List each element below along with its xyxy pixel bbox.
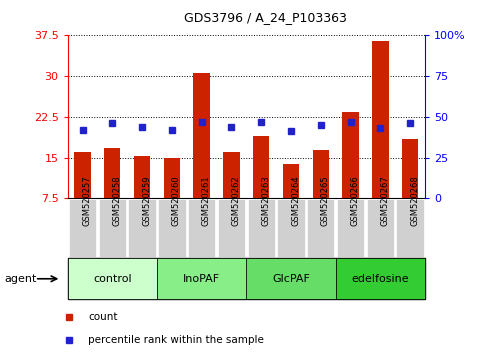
Text: GSM520264: GSM520264 bbox=[291, 175, 300, 226]
Bar bbox=[134, 156, 150, 198]
Text: count: count bbox=[88, 312, 117, 322]
Text: GDS3796 / A_24_P103363: GDS3796 / A_24_P103363 bbox=[184, 11, 346, 24]
Text: GSM520258: GSM520258 bbox=[113, 175, 121, 226]
Bar bbox=[402, 138, 418, 198]
Bar bbox=[218, 199, 245, 257]
Text: percentile rank within the sample: percentile rank within the sample bbox=[88, 335, 264, 345]
Bar bbox=[68, 258, 157, 299]
Bar bbox=[342, 113, 359, 198]
Text: InoPAF: InoPAF bbox=[183, 274, 220, 284]
Text: GlcPAF: GlcPAF bbox=[272, 274, 310, 284]
Bar bbox=[246, 258, 336, 299]
Bar bbox=[164, 158, 180, 198]
Text: GSM520262: GSM520262 bbox=[231, 175, 241, 226]
Text: GSM520267: GSM520267 bbox=[381, 175, 389, 226]
Bar bbox=[223, 152, 240, 198]
Bar bbox=[253, 136, 270, 198]
Bar bbox=[247, 199, 275, 257]
Bar bbox=[99, 199, 126, 257]
Bar bbox=[188, 199, 215, 257]
Text: control: control bbox=[93, 274, 131, 284]
Bar bbox=[307, 199, 335, 257]
Bar bbox=[128, 199, 156, 257]
Text: GSM520263: GSM520263 bbox=[261, 175, 270, 226]
Bar bbox=[104, 148, 120, 198]
Bar bbox=[367, 199, 394, 257]
Bar bbox=[69, 199, 96, 257]
Text: GSM520266: GSM520266 bbox=[351, 175, 359, 226]
Text: GSM520257: GSM520257 bbox=[83, 175, 91, 226]
Bar bbox=[337, 199, 364, 257]
Bar bbox=[313, 150, 329, 198]
Text: edelfosine: edelfosine bbox=[352, 274, 409, 284]
Text: GSM520259: GSM520259 bbox=[142, 175, 151, 226]
Text: GSM520268: GSM520268 bbox=[410, 175, 419, 226]
Bar bbox=[277, 199, 305, 257]
Bar bbox=[157, 258, 246, 299]
Bar bbox=[158, 199, 185, 257]
Bar bbox=[283, 164, 299, 198]
Bar bbox=[336, 258, 425, 299]
Text: agent: agent bbox=[5, 274, 37, 284]
Bar bbox=[74, 152, 91, 198]
Text: GSM520265: GSM520265 bbox=[321, 175, 330, 226]
Bar bbox=[397, 199, 424, 257]
Bar bbox=[194, 73, 210, 198]
Text: GSM520260: GSM520260 bbox=[172, 175, 181, 226]
Text: GSM520261: GSM520261 bbox=[202, 175, 211, 226]
Bar bbox=[372, 41, 388, 198]
